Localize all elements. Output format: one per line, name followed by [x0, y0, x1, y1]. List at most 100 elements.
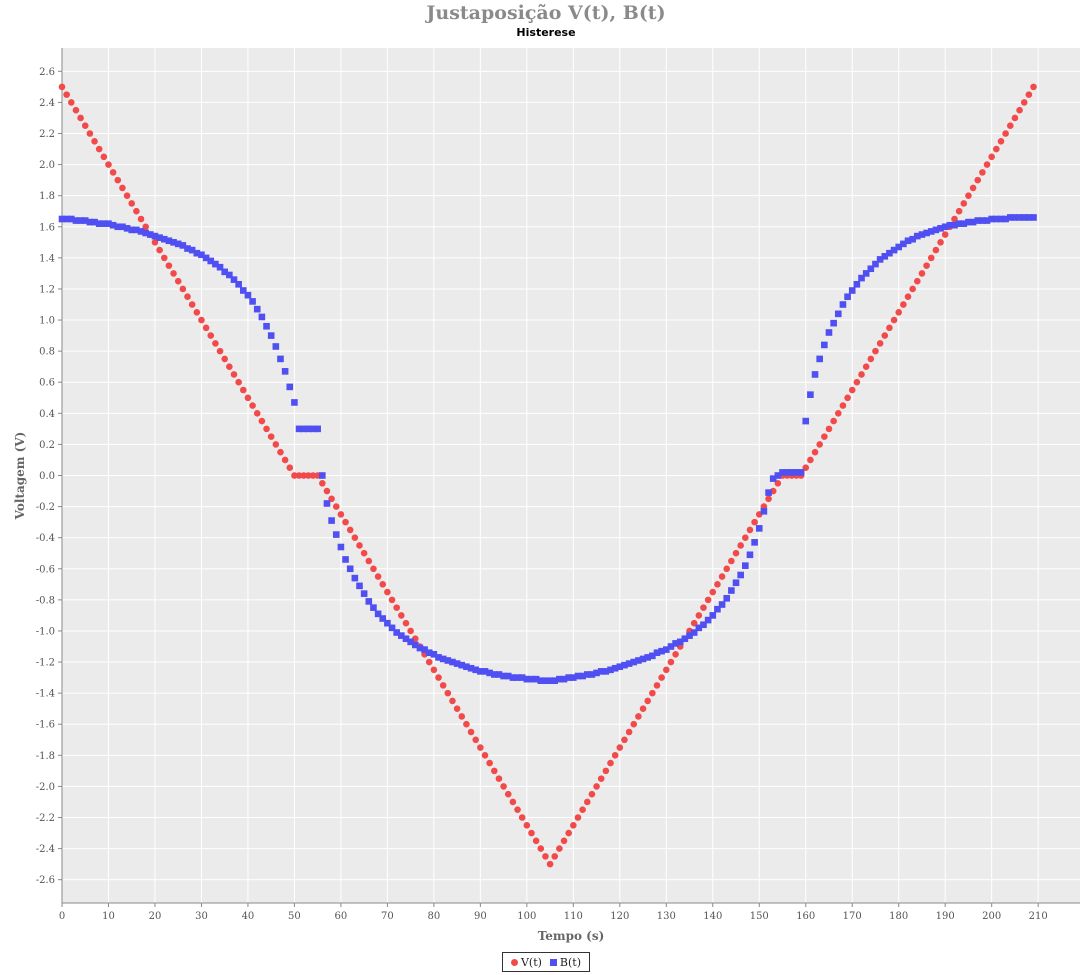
- v-point: [114, 176, 122, 184]
- v-point: [188, 301, 196, 308]
- legend-circle-marker: [510, 958, 518, 966]
- b-point: [876, 256, 884, 263]
- v-point: [974, 176, 982, 184]
- b-point: [821, 341, 828, 349]
- y-tick-label: 1.8: [39, 191, 55, 202]
- v-point: [872, 347, 879, 355]
- v-point: [263, 425, 270, 433]
- b-point: [779, 469, 786, 476]
- v-point: [351, 534, 359, 541]
- v-point: [221, 355, 228, 363]
- v-point: [463, 720, 470, 728]
- b-point: [611, 664, 619, 672]
- b-point: [607, 666, 614, 674]
- b-point: [477, 668, 484, 675]
- b-point: [286, 383, 294, 391]
- v-point: [593, 783, 600, 790]
- x-tick-label: 150: [750, 911, 769, 922]
- y-tick-label: -0.4: [36, 533, 55, 544]
- b-point: [927, 228, 935, 235]
- b-point: [481, 668, 489, 675]
- b-point: [147, 231, 154, 238]
- y-tick-label: -2.6: [36, 875, 55, 886]
- v-point: [342, 518, 349, 526]
- v-point: [969, 184, 977, 192]
- x-tick-label: 170: [843, 911, 862, 922]
- v-point: [583, 798, 591, 806]
- v-point: [700, 604, 707, 611]
- b-point: [718, 601, 726, 608]
- v-point: [119, 184, 126, 192]
- b-point: [690, 629, 698, 636]
- v-point: [309, 472, 317, 479]
- b-point: [523, 675, 531, 683]
- v-point: [1006, 122, 1014, 130]
- v-point: [751, 518, 758, 526]
- v-point: [295, 472, 303, 479]
- b-point: [137, 228, 145, 235]
- b-point: [202, 254, 210, 262]
- v-point: [965, 192, 972, 199]
- b-point: [291, 399, 298, 406]
- v-point: [932, 246, 940, 254]
- b-point: [221, 268, 228, 276]
- v-point: [128, 200, 136, 207]
- data-marks: [58, 83, 1037, 868]
- b-point: [807, 391, 814, 398]
- y-tick-label: -0.6: [36, 564, 55, 575]
- v-point: [500, 783, 507, 790]
- b-point: [309, 425, 317, 433]
- v-point: [370, 565, 377, 573]
- y-tick-label: -1.8: [36, 751, 55, 762]
- b-point: [858, 274, 865, 282]
- v-point: [281, 456, 289, 464]
- v-point: [528, 829, 535, 837]
- b-point: [323, 500, 331, 507]
- b-point: [988, 215, 995, 223]
- b-point: [105, 220, 112, 227]
- b-point: [923, 229, 930, 237]
- b-point: [151, 232, 159, 240]
- v-point: [109, 169, 117, 176]
- v-point: [486, 759, 493, 767]
- v-point: [449, 697, 456, 705]
- v-point: [704, 596, 712, 604]
- v-point: [244, 394, 252, 402]
- v-point: [184, 293, 191, 301]
- b-point: [351, 574, 359, 582]
- v-point: [435, 674, 442, 681]
- b-point: [472, 666, 480, 674]
- b-point: [593, 669, 600, 677]
- b-point: [737, 571, 744, 579]
- v-point: [133, 207, 140, 215]
- b-point: [946, 221, 954, 229]
- v-point: [230, 371, 238, 378]
- x-tick-label: 110: [564, 911, 583, 922]
- b-point: [728, 587, 735, 594]
- b-point: [570, 674, 577, 681]
- v-point: [570, 821, 577, 829]
- b-point: [402, 635, 410, 643]
- b-point: [1006, 214, 1014, 221]
- v-point: [565, 829, 572, 837]
- b-point: [574, 672, 582, 680]
- b-point: [86, 218, 94, 226]
- b-point: [597, 668, 605, 675]
- b-point: [616, 663, 624, 671]
- b-point: [346, 565, 354, 573]
- b-point: [588, 671, 596, 678]
- b-point: [932, 226, 940, 234]
- b-point: [644, 654, 651, 661]
- b-point: [635, 657, 642, 664]
- v-point: [137, 215, 145, 223]
- plot-svg: 0 10 20 30 40 50 60 70 80 90 100 110 120 130 140 150 160…: [13, 48, 1080, 943]
- v-point: [979, 169, 986, 176]
- b-point: [960, 220, 968, 227]
- v-point: [100, 153, 108, 161]
- b-point: [277, 355, 284, 363]
- b-point: [81, 217, 89, 224]
- b-point: [188, 246, 196, 254]
- b-point: [658, 647, 665, 655]
- b-point: [909, 235, 916, 243]
- b-point: [328, 517, 335, 524]
